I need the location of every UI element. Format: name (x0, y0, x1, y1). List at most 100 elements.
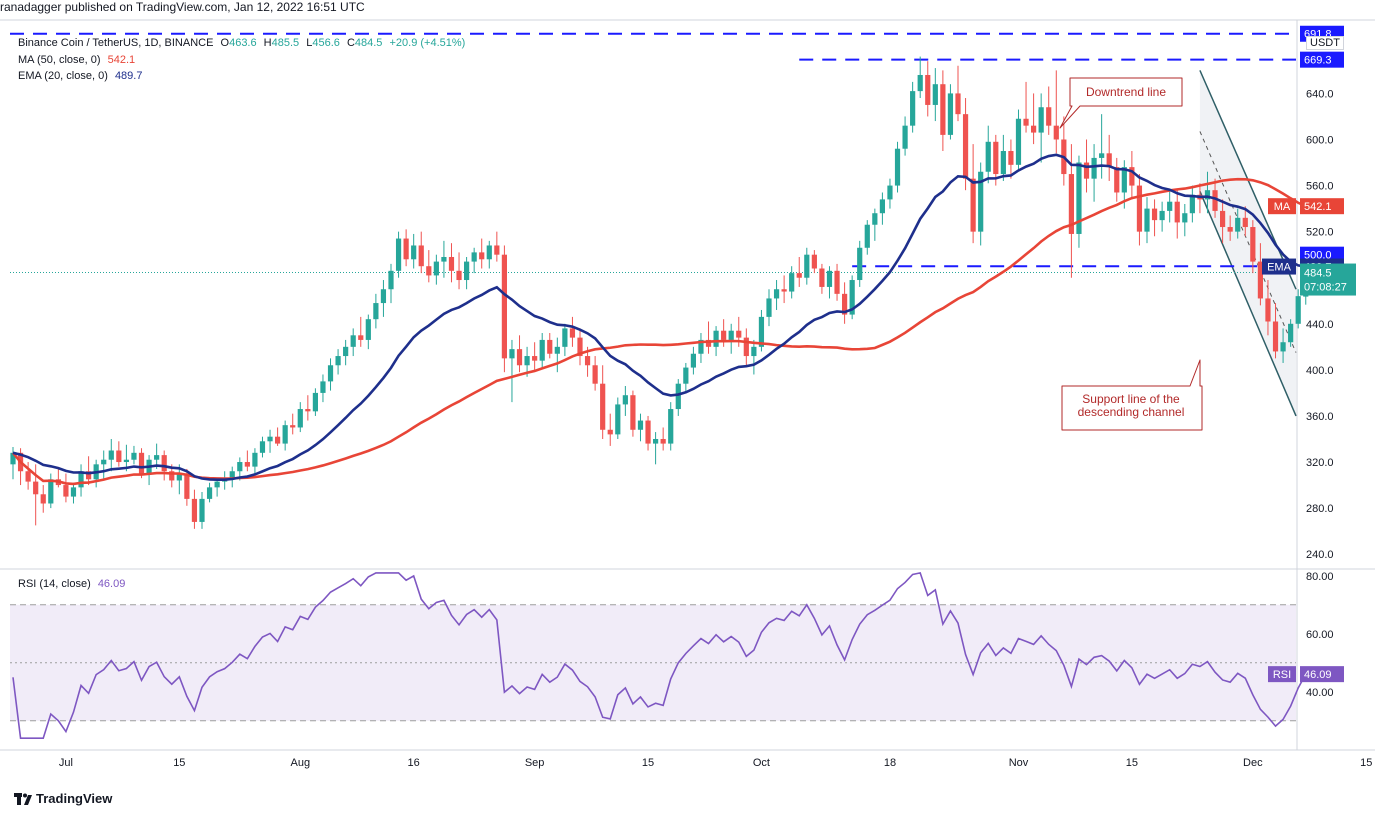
candle-body (70, 487, 77, 497)
candle-body (267, 436, 273, 442)
tradingview-icon (14, 792, 32, 805)
candle-body (607, 429, 613, 435)
candle-body (1136, 185, 1143, 232)
candle-body (804, 254, 810, 278)
low-value: 456.6 (312, 37, 340, 49)
candle-body (622, 395, 628, 405)
price-tick-label: 280.0 (1306, 503, 1334, 515)
last-price-tag: 484.5 (1304, 268, 1332, 280)
candle-body (1174, 201, 1180, 223)
price-tick-label: 360.0 (1306, 411, 1334, 423)
candle-body (244, 462, 250, 467)
candle-body (773, 289, 780, 299)
candle-body (335, 356, 341, 366)
candle-body (1182, 213, 1188, 223)
candle-body (925, 74, 931, 105)
ema-label: EMA (20, close, 0) (18, 70, 108, 82)
ema-20-line (12, 153, 1306, 482)
candle-body (327, 365, 334, 382)
candle-body (532, 356, 538, 361)
time-tick-label: 18 (884, 757, 896, 769)
ema-label-box (1262, 258, 1296, 275)
candle-body (1000, 151, 1006, 175)
rsi-line (12, 571, 1307, 740)
candle-body (1008, 151, 1014, 165)
publisher-line: ranadagger published on TradingView.com,… (0, 0, 365, 14)
candle-body (728, 330, 734, 340)
candle-body (138, 452, 145, 474)
candle-body (547, 339, 553, 354)
candle-body (1204, 190, 1211, 200)
candle-body (736, 330, 742, 338)
time-tick-label: Sep (525, 757, 545, 769)
candle-body (350, 335, 356, 347)
candle-body (1280, 342, 1286, 352)
candle-body (592, 365, 598, 384)
candle-body (252, 452, 258, 467)
candle-body (698, 339, 704, 354)
candle-body (411, 245, 417, 260)
candle-body (970, 178, 976, 232)
candle-body (796, 273, 802, 278)
candle-body (229, 471, 235, 479)
candle-body (176, 473, 182, 481)
candle-body (464, 261, 470, 281)
rsi-label-text: RSI (1273, 669, 1291, 681)
candle-body (675, 383, 681, 410)
candle-body (290, 425, 296, 428)
symbol-name: Binance Coin / TetherUS, 1D, BINANCE (18, 37, 214, 49)
candle-body (456, 270, 462, 281)
rsi-label-box (1268, 666, 1296, 683)
candle-body (690, 353, 696, 368)
candle-body (819, 268, 825, 287)
candle-body (365, 319, 371, 340)
price-tick-label: 640.0 (1306, 88, 1334, 100)
candle-body (418, 245, 424, 267)
support-callout-text-line2: descending channel (1078, 405, 1185, 419)
candle-body (826, 270, 833, 287)
candle-body (282, 425, 288, 444)
ma-label: MA (50, close, 0) (18, 54, 101, 66)
candle-body (199, 498, 205, 522)
ma-label-box (1268, 198, 1296, 215)
candle-body (1189, 194, 1195, 214)
candle-body (1272, 321, 1279, 352)
candle-body (237, 462, 243, 472)
candle-body (932, 84, 938, 105)
candle-body (1121, 167, 1127, 193)
candle-body (978, 171, 984, 232)
candle-body (131, 452, 137, 460)
channel-support-line (1199, 191, 1297, 417)
high-value: 485.5 (271, 37, 300, 49)
candle-body (101, 459, 107, 465)
candle-body (993, 141, 999, 175)
candle-body (1227, 227, 1233, 232)
rsi-tick-label: 60.00 (1306, 629, 1334, 641)
candle-body (509, 349, 515, 359)
candle-body (1106, 153, 1112, 168)
candle-body (1242, 217, 1248, 228)
candle-body (259, 441, 266, 453)
ma-legend: MA (50, close, 0) 542.1 (18, 54, 139, 66)
candle-body (516, 349, 523, 366)
last-price-tag-bg (1300, 263, 1356, 296)
time-tick-label: Oct (753, 757, 770, 769)
candle-body (842, 293, 848, 315)
candle-body (864, 224, 870, 248)
candle-body (275, 436, 281, 444)
candle-body (1144, 208, 1150, 232)
candle-body (123, 459, 129, 463)
candle-body (448, 256, 455, 271)
price-tick-label: 320.0 (1306, 457, 1334, 469)
candle-body (584, 356, 591, 366)
time-tick-label: Nov (1009, 757, 1029, 769)
candle-body (955, 93, 961, 115)
candle-body (834, 270, 840, 294)
candle-body (1068, 174, 1074, 234)
change-value: +20.9 (+4.51%) (389, 37, 466, 49)
candle-body (486, 245, 492, 260)
candle-body (743, 337, 749, 357)
candle-body (358, 335, 364, 340)
open-value: 463.6 (229, 37, 257, 49)
